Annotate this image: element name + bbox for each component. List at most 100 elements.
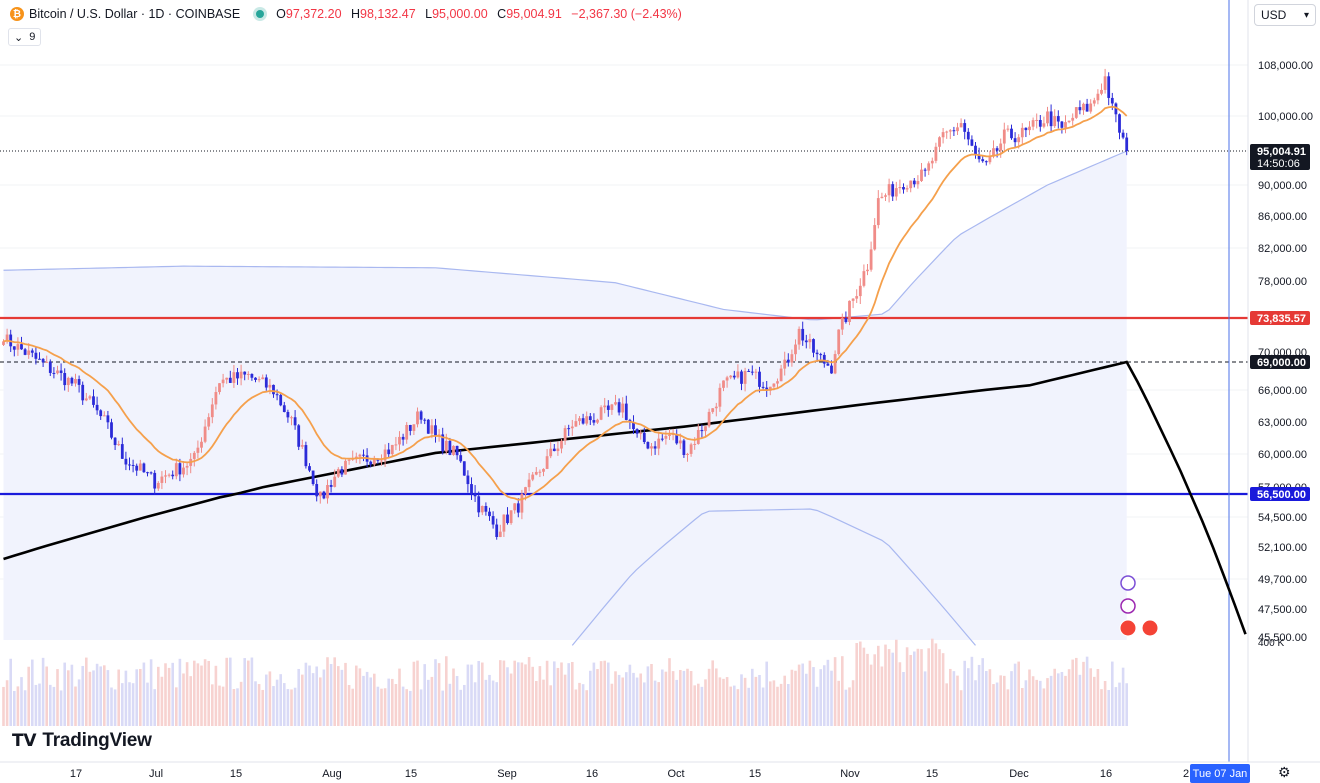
time-axis[interactable]: 17 Jul 15 Aug 15 Sep 16 Oct 15 Nov 15 Dec 16 2 Tue 07 …: [0, 761, 1320, 783]
candle-body: [128, 464, 131, 466]
volume-bar: [686, 668, 689, 726]
volume-bar: [643, 682, 646, 726]
candle-body: [1089, 103, 1093, 112]
candle-body: [1103, 76, 1107, 90]
gear-icon[interactable]: ⚙: [1278, 764, 1291, 780]
price-label-support[interactable]: [1250, 487, 1310, 501]
candle-body: [488, 511, 491, 517]
us-flag-icon[interactable]: [1141, 619, 1159, 637]
volume-bar: [311, 673, 315, 726]
volume-bar: [1013, 663, 1017, 726]
volume-bar: [2, 686, 5, 726]
volume-bar: [484, 679, 488, 726]
volume-bar: [632, 672, 635, 726]
volume-bar: [175, 687, 178, 726]
flash-icon[interactable]: [1120, 598, 1136, 614]
candle-body: [164, 475, 167, 477]
candle-body: [689, 444, 693, 454]
price-tick-label: 47,500.00: [1258, 604, 1307, 616]
volume-bar: [463, 684, 466, 726]
candle-body: [887, 184, 891, 196]
candle-body: [477, 496, 481, 513]
volume-bar: [999, 675, 1002, 726]
candle-body: [531, 474, 535, 480]
volume-bar: [661, 669, 664, 726]
volume-bar: [74, 686, 77, 726]
volume-bar: [851, 680, 855, 726]
volume-bar: [941, 653, 945, 726]
tradingview-logo[interactable]: 𝗧𝗩 TradingView: [12, 730, 152, 752]
candle-body: [1064, 122, 1067, 128]
volume-bar: [495, 682, 498, 726]
volume-bar: [931, 638, 934, 726]
volume-bar: [391, 678, 394, 726]
candle-body: [610, 404, 614, 410]
volume-bar: [63, 662, 66, 726]
candle-body: [614, 402, 617, 405]
candle-body: [380, 460, 383, 462]
volume-bar: [358, 668, 362, 726]
candle-body: [297, 425, 301, 447]
currency-select[interactable]: USD ▾: [1254, 4, 1316, 26]
price-label-last[interactable]: [1250, 144, 1310, 170]
us-flag-icon[interactable]: [1119, 619, 1137, 637]
volume-bar: [247, 660, 250, 726]
candle-body: [498, 531, 502, 537]
candle-body: [405, 424, 409, 440]
volume-bar: [20, 677, 23, 726]
price-label-text: 56,500.00: [1257, 489, 1306, 501]
volume-bar: [833, 657, 837, 726]
volume-bar: [279, 674, 282, 726]
symbol-title[interactable]: Bitcoin / U.S. Dollar · 1D · COINBASE: [29, 7, 241, 21]
candle-body: [99, 410, 103, 417]
candle-body: [142, 463, 146, 473]
volume-bar: [113, 689, 117, 726]
candle-body: [1060, 121, 1064, 128]
volume-bar: [387, 678, 390, 726]
volume-bar: [304, 662, 308, 726]
crosshair-date-badge[interactable]: [1190, 764, 1250, 783]
open-value: 97,372.20: [285, 7, 342, 21]
volume-bar: [1093, 676, 1096, 726]
candle-body: [657, 438, 661, 449]
event-icon[interactable]: [1120, 575, 1136, 591]
price-label-resistance[interactable]: [1250, 311, 1310, 325]
volume-bar: [380, 688, 383, 726]
candle-body: [509, 510, 513, 524]
candle-body: [549, 448, 553, 457]
event-markers[interactable]: [1119, 575, 1159, 637]
candle-body: [1031, 120, 1035, 127]
volume-bar: [761, 687, 765, 726]
volume-bar: [477, 660, 480, 726]
candle-body: [556, 448, 560, 452]
volume-bar: [949, 668, 952, 726]
volume-bar: [473, 682, 477, 726]
price-label-ath-line[interactable]: [1250, 355, 1310, 369]
volume-bar: [693, 685, 696, 726]
candle-body: [624, 403, 628, 420]
candle-body: [948, 130, 952, 132]
symbol-header: ₿ Bitcoin / U.S. Dollar · 1D · COINBASE …: [0, 0, 688, 28]
volume-bar: [56, 669, 59, 726]
volume-bar: [355, 665, 358, 726]
indicator-count: 9: [29, 31, 36, 43]
indicators-toggle[interactable]: ⌄ 9: [8, 28, 42, 46]
price-axis[interactable]: 108,000.00 100,000.00 90,000.00 86,000.00 82…: [1247, 0, 1320, 762]
volume-bar: [715, 668, 718, 726]
volume-bar: [736, 689, 740, 726]
candle-body: [1074, 107, 1078, 118]
volume-bar: [801, 663, 804, 726]
volume-bar: [711, 660, 714, 726]
candle-body: [390, 444, 394, 455]
candle-body: [174, 463, 178, 477]
volume-bar: [214, 665, 218, 726]
volume-bar: [499, 660, 502, 726]
volume-bar: [992, 684, 995, 726]
volume-bar: [106, 670, 110, 726]
horizontal-lines[interactable]: [0, 0, 1248, 762]
candle-body: [1121, 132, 1125, 138]
volume-bar: [135, 669, 138, 726]
volume-bar: [373, 673, 376, 726]
candle-body: [264, 377, 268, 388]
